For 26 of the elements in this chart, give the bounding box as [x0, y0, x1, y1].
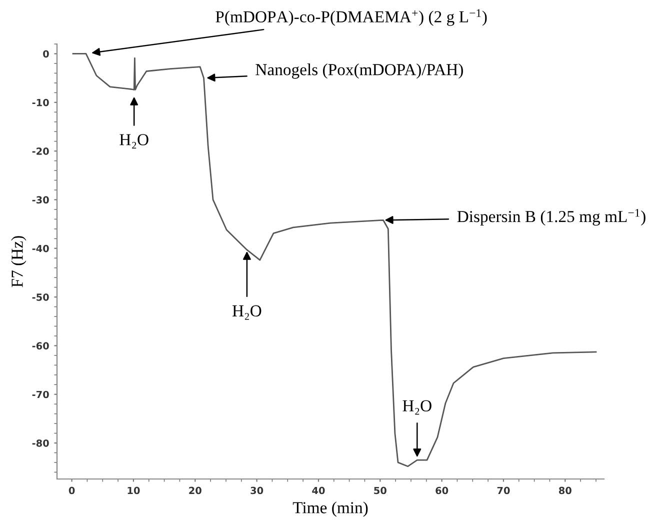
x-tick-label: 10: [128, 486, 140, 494]
annotation: Nanogels (Pox(mDOPA)/PAH): [256, 64, 463, 79]
y-tick-label: -70: [32, 390, 49, 398]
annotation: H₂O: [402, 400, 432, 415]
y-tick-label: 0: [43, 50, 49, 58]
x-tick-label: 20: [189, 486, 202, 494]
y-tick-label: -60: [32, 342, 49, 350]
x-tick-label: 80: [558, 486, 572, 494]
x-tick-label: 30: [250, 486, 264, 494]
x-tick-label: 0: [68, 486, 75, 494]
y-tick-label: -80: [32, 439, 49, 447]
y-tick-label: -20: [32, 148, 49, 155]
y-tick-label: -40: [32, 244, 49, 252]
annotation: Dispersin B (1.25 mg mL$^{−1}$): [457, 208, 646, 226]
annotation: H₂O: [120, 134, 148, 149]
y-tick-label: -50: [32, 294, 49, 301]
x-tick-label: 70: [497, 486, 510, 494]
annotation: H₂O: [232, 305, 262, 320]
x-tick-label: 40: [312, 486, 325, 494]
y-tick-label: -10: [32, 98, 49, 106]
x-axis-title: Time (min): [292, 502, 368, 517]
x-tick-label: 60: [436, 486, 448, 494]
x-tick-label: 50: [374, 486, 386, 494]
annotation: P(mDOPA)-co-P(DMAEMA$^{+}$) (2 g L$^{−1}$): [216, 9, 487, 26]
y-axis-title: F7 (Hz): [11, 236, 26, 288]
y-tick-label: -30: [32, 196, 49, 204]
